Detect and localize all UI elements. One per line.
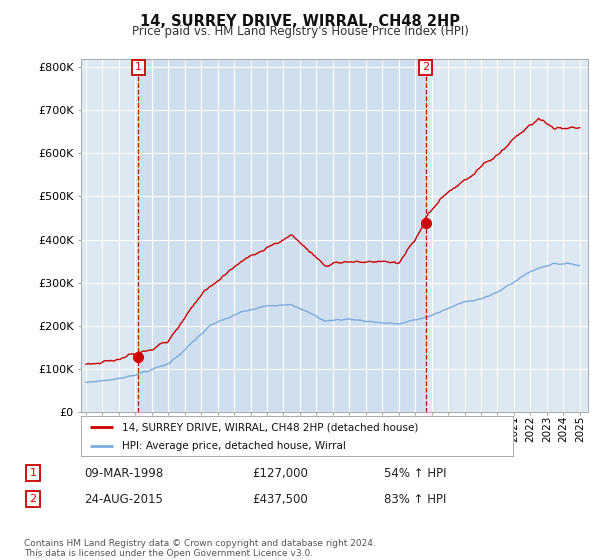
Text: 54% ↑ HPI: 54% ↑ HPI [384,467,446,480]
Text: 83% ↑ HPI: 83% ↑ HPI [384,493,446,506]
Text: Contains HM Land Registry data © Crown copyright and database right 2024.
This d: Contains HM Land Registry data © Crown c… [24,539,376,558]
Bar [139,59,425,412]
Text: 24-AUG-2015: 24-AUG-2015 [84,493,163,506]
Text: HPI: Average price, detached house, Wirral: HPI: Average price, detached house, Wirr… [122,441,346,451]
Text: 09-MAR-1998: 09-MAR-1998 [84,467,163,480]
Text: £127,000: £127,000 [252,467,308,480]
Text: £437,500: £437,500 [252,493,308,506]
Text: 2: 2 [29,494,37,504]
Text: 1: 1 [135,62,142,72]
Text: 14, SURREY DRIVE, WIRRAL, CH48 2HP: 14, SURREY DRIVE, WIRRAL, CH48 2HP [140,14,460,29]
Text: 1: 1 [29,468,37,478]
Text: 2: 2 [422,62,429,72]
Text: 14, SURREY DRIVE, WIRRAL, CH48 2HP (detached house): 14, SURREY DRIVE, WIRRAL, CH48 2HP (deta… [122,422,418,432]
Text: Price paid vs. HM Land Registry's House Price Index (HPI): Price paid vs. HM Land Registry's House … [131,25,469,38]
